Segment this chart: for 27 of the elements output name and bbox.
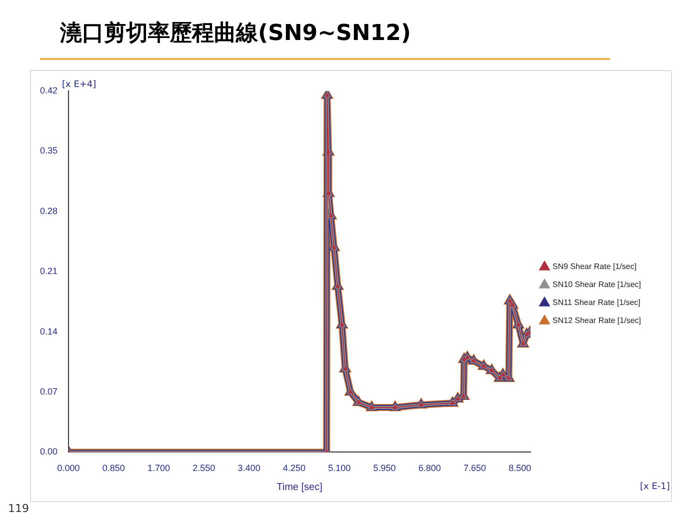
y-axis-title: [x E+4] [62,80,96,90]
legend-label: SN10 Shear Rate [1/sec] [552,280,642,290]
x-tick-label: 7.650 [463,463,486,474]
text: 119 [8,502,29,515]
y-tick-label: 0.35 [40,146,58,156]
chart-title: 澆口剪切率歷程曲線(SN9~SN12) [60,20,411,48]
x-tick-label: 4.250 [282,463,306,474]
legend-label: SN12 Shear Rate [1/sec] [552,316,642,326]
x-tick-label: 3.400 [238,463,260,474]
y-tick-label: 0.28 [40,206,58,216]
legend-label: SN11 Shear Rate [1/sec] [552,298,640,308]
y-tick-label: 0.42 [40,85,58,96]
x-tick-label: 0.850 [102,463,125,474]
x-axis-title: Time [sec] [276,482,323,493]
x-tick-label: 8.500 [508,463,532,474]
x-tick-label: 5.950 [373,463,396,474]
x-tick-label: 6.800 [418,463,441,474]
y-tick-label: 0.21 [40,266,58,276]
x-tick-label: 0.000 [57,463,80,474]
text: [x E-1] [640,482,670,492]
y-tick-label: 0.00 [40,446,58,457]
legend-label: SN9 Shear Rate [1/sec] [552,262,637,272]
y-tick-label: 0.14 [40,326,58,336]
x-tick-label: 1.700 [148,463,170,474]
x-tick-label: 5.100 [328,463,351,474]
x-tick-label: 2.550 [192,463,216,474]
y-tick-label: 0.07 [40,386,58,396]
